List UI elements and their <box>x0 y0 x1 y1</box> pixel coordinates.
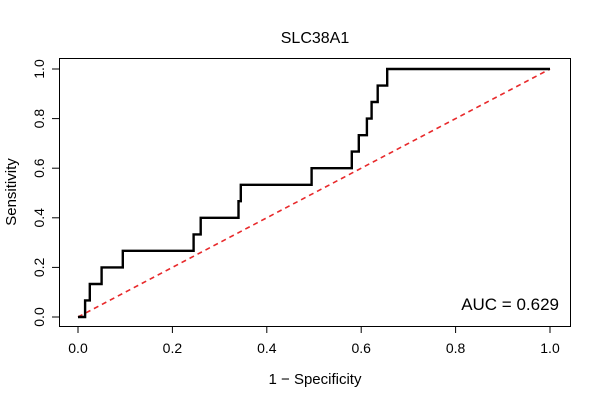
y-tick-label: 0.0 <box>31 307 47 327</box>
plot-frame <box>59 58 571 327</box>
y-tick-label: 0.6 <box>31 158 47 178</box>
x-axis: 0.0 0.2 0.4 0.6 0.8 1.0 <box>68 326 560 356</box>
y-tick-label: 0.8 <box>31 109 47 129</box>
x-tick-label: 0.0 <box>68 340 88 356</box>
roc-curve-line <box>78 67 550 319</box>
x-axis-label: 1 − Specificity <box>269 371 362 388</box>
y-tick-label: 0.4 <box>31 208 47 228</box>
x-tick-label: 0.2 <box>163 340 183 356</box>
x-tick-label: 0.4 <box>257 340 277 356</box>
chart-title: SLC38A1 <box>281 30 350 47</box>
y-axis-label: Sensitivity <box>3 158 20 226</box>
x-tick-label: 0.8 <box>446 340 466 356</box>
y-tick-label: 0.2 <box>31 257 47 277</box>
x-tick-label: 1.0 <box>540 340 560 356</box>
auc-annotation: AUC = 0.629 <box>461 295 559 314</box>
y-tick-label: 1.0 <box>31 59 47 79</box>
chance-diagonal-line <box>77 68 551 318</box>
y-axis: 0.0 0.2 0.4 0.6 0.8 1.0 <box>31 59 60 327</box>
x-tick-label: 0.6 <box>351 340 371 356</box>
